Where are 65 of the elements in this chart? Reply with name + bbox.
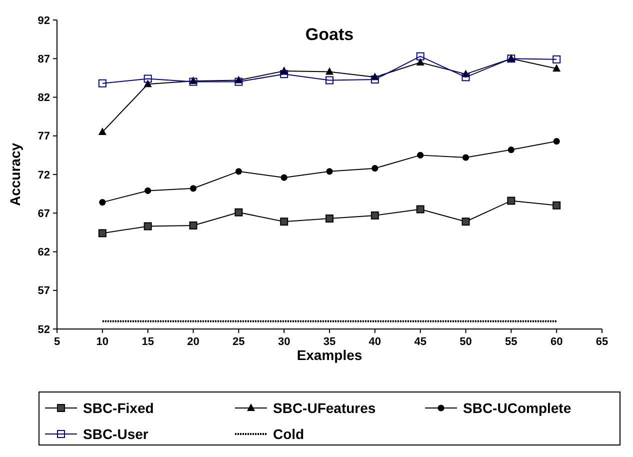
point (552, 64, 561, 72)
y-tick-label: 92 (38, 14, 50, 27)
y-tick-label: 52 (38, 324, 50, 336)
point (326, 76, 334, 84)
point (553, 138, 560, 145)
legend-label: SBC-UFeatures (273, 400, 376, 416)
point (98, 128, 106, 136)
x-tick-label: 30 (278, 336, 290, 348)
point (326, 67, 334, 75)
point (462, 154, 470, 161)
legend-label: SBC-Fixed (83, 400, 154, 416)
chart-title: Goats (305, 25, 354, 44)
point (326, 214, 334, 223)
point (326, 168, 333, 175)
point (280, 218, 288, 226)
point (552, 201, 561, 210)
point (98, 79, 106, 88)
point (416, 58, 424, 66)
point (462, 73, 470, 82)
point (144, 187, 152, 194)
point (508, 146, 514, 154)
y-axis-title: Accuracy (7, 142, 23, 206)
point (234, 78, 243, 86)
point (189, 221, 198, 230)
x-tick-label: 55 (505, 336, 518, 348)
point (144, 222, 152, 230)
x-tick-label: 45 (414, 336, 426, 348)
x-tick-label: 60 (550, 336, 563, 348)
point (235, 168, 242, 175)
x-tick-label: 20 (187, 336, 200, 348)
point (507, 196, 516, 205)
point (280, 174, 288, 181)
x-tick-label: 10 (96, 336, 109, 348)
point (417, 152, 424, 158)
point (462, 218, 470, 226)
y-tick-label: 62 (38, 246, 50, 259)
point (99, 199, 106, 206)
x-tick-label: 25 (232, 336, 245, 348)
point (416, 52, 424, 60)
y-tick-label: 67 (38, 208, 50, 220)
point (280, 70, 288, 78)
x-axis-title: Examples (296, 347, 362, 363)
y-tick-label: 77 (38, 130, 50, 143)
legend-label: Cold (273, 426, 304, 442)
point (234, 208, 243, 216)
y-tick-label: 72 (38, 169, 50, 182)
point (552, 55, 561, 64)
x-tick-label: 40 (368, 336, 382, 348)
x-tick-label: 5 (54, 336, 60, 348)
point (98, 229, 106, 238)
legend-label: SBC-User (83, 426, 149, 442)
y-tick-label: 57 (38, 285, 50, 298)
y-tick-label: 82 (38, 92, 50, 104)
x-tick-label: 50 (460, 336, 472, 348)
x-tick-label: 35 (323, 336, 336, 348)
x-tick-label: 15 (142, 336, 154, 348)
point (190, 185, 197, 192)
point (144, 74, 152, 83)
y-tick-label: 87 (38, 53, 50, 66)
x-tick-label: 65 (596, 336, 608, 348)
point (416, 205, 424, 214)
point (372, 165, 378, 172)
point (370, 211, 379, 220)
point (370, 75, 379, 84)
legend-label: SBC-UComplete (463, 400, 572, 416)
